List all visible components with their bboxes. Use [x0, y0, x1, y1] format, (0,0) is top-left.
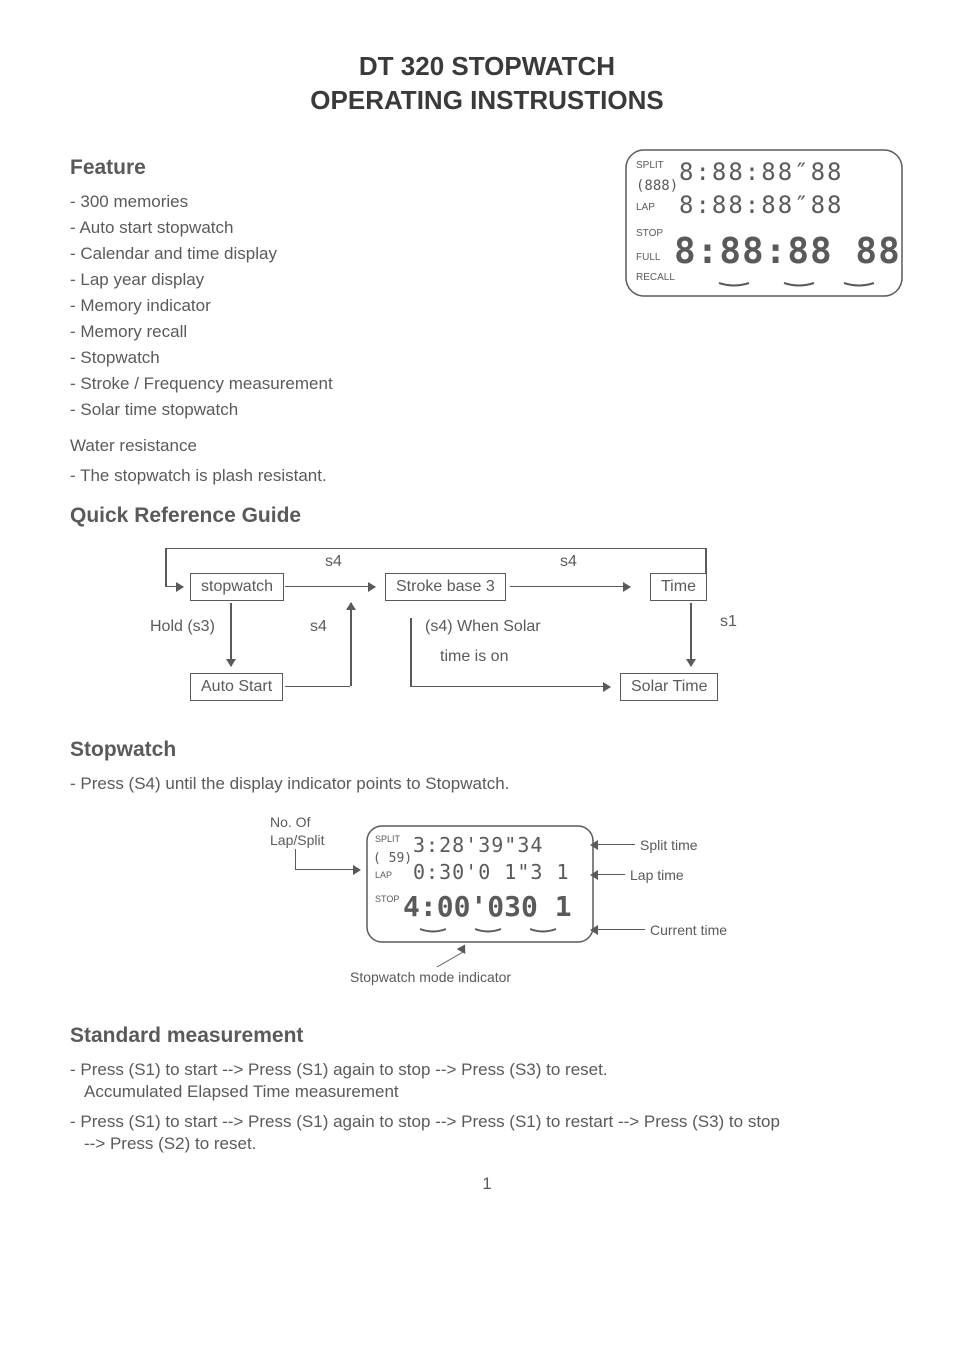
- sw-lapsplit-label: Lap/Split: [270, 832, 324, 848]
- feature-item: - Lap year display: [70, 270, 624, 290]
- feature-item: - Memory recall: [70, 322, 624, 342]
- arrow: [285, 586, 375, 588]
- lcd-digits-top: 8:88:88″88: [679, 158, 844, 186]
- arrow: [165, 548, 167, 586]
- pointer-line: [595, 929, 645, 930]
- arrow-head: [590, 925, 598, 935]
- flow-label-s1: s1: [720, 613, 737, 631]
- lcd-digits-big: 8:88:88 88: [674, 231, 901, 272]
- stopwatch-diagram: No. Of Lap/Split SPLIT ( 59) LAP STOP 3:…: [220, 814, 904, 1004]
- sw-noof-label: No. Of: [270, 814, 310, 830]
- lcd-lap-label: LAP: [636, 202, 655, 213]
- title-block: DT 320 STOPWATCH OPERATING INSTRUSTIONS: [70, 50, 904, 118]
- quickref-heading: Quick Reference Guide: [70, 504, 904, 528]
- flow-label-holds3: Hold (s3): [150, 618, 215, 636]
- lcd-count: (888): [636, 178, 678, 194]
- pointer-line: [437, 951, 463, 967]
- arrow-head: [590, 840, 598, 850]
- svg-text:0:30'0 1"3 1: 0:30'0 1"3 1: [413, 860, 570, 884]
- sw-laptime-label: Lap time: [630, 867, 684, 883]
- feature-item: - Auto start stopwatch: [70, 218, 624, 238]
- standard-line2: Accumulated Elapsed Time measurement: [84, 1082, 904, 1102]
- flow-box-solartime: Solar Time: [620, 673, 718, 701]
- lcd-stop-label: STOP: [636, 228, 663, 239]
- title-line2: OPERATING INSTRUSTIONS: [70, 84, 904, 118]
- arrow: [285, 686, 350, 688]
- arrow: [410, 686, 610, 688]
- feature-item: - Calendar and time display: [70, 244, 624, 264]
- feature-item: - Memory indicator: [70, 296, 624, 316]
- feature-item: - Stroke / Frequency measurement: [70, 374, 624, 394]
- arrow: [295, 849, 296, 869]
- svg-text:SPLIT: SPLIT: [375, 834, 401, 844]
- lcd-recall-label: RECALL: [636, 272, 675, 283]
- arrow: [165, 586, 183, 588]
- page-number: 1: [70, 1174, 904, 1194]
- water-text: - The stopwatch is plash resistant.: [70, 466, 904, 486]
- flow-label-whensolar1: (s4) When Solar: [425, 618, 541, 636]
- arrow: [705, 548, 707, 573]
- feature-item: - Stopwatch: [70, 348, 624, 368]
- sw-lcd: SPLIT ( 59) LAP STOP 3:28'39"34 0:30'0 1…: [365, 824, 595, 944]
- lcd-split-label: SPLIT: [636, 160, 664, 171]
- standard-line4: --> Press (S2) to reset.: [84, 1134, 904, 1154]
- sw-splittime-label: Split time: [640, 837, 698, 853]
- arrow: [165, 548, 705, 550]
- sw-modeind-label: Stopwatch mode indicator: [350, 969, 511, 985]
- arrow: [230, 603, 232, 666]
- water-heading: Water resistance: [70, 436, 904, 456]
- arrow: [350, 603, 352, 686]
- stopwatch-text: - Press (S4) until the display indicator…: [70, 774, 904, 794]
- flow-box-autostart: Auto Start: [190, 673, 283, 701]
- arrow: [690, 603, 692, 666]
- pointer-line: [595, 874, 625, 875]
- flow-box-stroke: Stroke base 3: [385, 573, 506, 601]
- stopwatch-heading: Stopwatch: [70, 738, 904, 762]
- feature-heading: Feature: [70, 156, 624, 180]
- lcd-digits-mid: 8:88:88″88: [679, 191, 844, 219]
- feature-row: Feature - 300 memories - Auto start stop…: [70, 138, 904, 426]
- standard-line3: - Press (S1) to start --> Press (S1) aga…: [70, 1112, 904, 1132]
- svg-text:3:28'39"34: 3:28'39"34: [413, 833, 543, 857]
- lcd-illustration: SPLIT (888) LAP STOP FULL RECALL 8:88:88…: [624, 148, 904, 303]
- flow-box-time: Time: [650, 573, 707, 601]
- flow-label-s4: s4: [310, 618, 327, 636]
- arrow-head: [353, 865, 361, 875]
- flow-label-s4: s4: [325, 553, 342, 571]
- svg-text:4:00'030 1: 4:00'030 1: [403, 890, 572, 923]
- sw-currenttime-label: Current time: [650, 922, 727, 938]
- feature-list: - 300 memories - Auto start stopwatch - …: [70, 192, 624, 420]
- flow-box-stopwatch: stopwatch: [190, 573, 284, 601]
- arrow: [295, 869, 355, 870]
- feature-item: - Solar time stopwatch: [70, 400, 624, 420]
- standard-line1: - Press (S1) to start --> Press (S1) aga…: [70, 1060, 904, 1080]
- feature-column: Feature - 300 memories - Auto start stop…: [70, 138, 624, 426]
- pointer-line: [595, 844, 635, 845]
- svg-text:STOP: STOP: [375, 894, 399, 904]
- svg-text:LAP: LAP: [375, 870, 392, 880]
- flow-label-s4: s4: [560, 553, 577, 571]
- arrow: [510, 586, 630, 588]
- title-line1: DT 320 STOPWATCH: [70, 50, 904, 84]
- flow-label-whensolar2: time is on: [440, 648, 508, 666]
- feature-item: - 300 memories: [70, 192, 624, 212]
- lcd-full-label: FULL: [636, 252, 661, 263]
- svg-text:( 59): ( 59): [373, 851, 412, 866]
- flow-diagram: stopwatch Stroke base 3 Time Auto Start …: [130, 548, 904, 718]
- arrow: [410, 618, 412, 686]
- standard-heading: Standard measurement: [70, 1024, 904, 1048]
- arrow-head: [590, 870, 598, 880]
